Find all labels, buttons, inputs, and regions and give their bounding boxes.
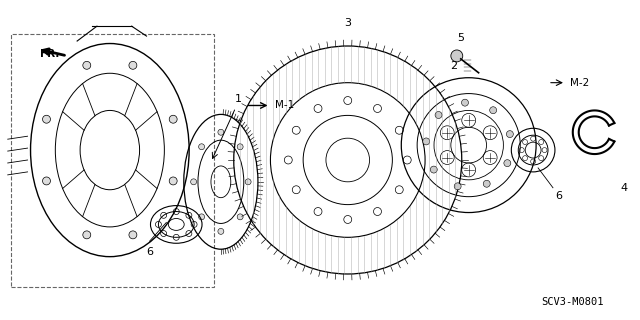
Circle shape: [490, 107, 497, 114]
Circle shape: [191, 179, 196, 185]
Text: M-1: M-1: [275, 100, 294, 110]
Circle shape: [344, 97, 352, 105]
Circle shape: [461, 99, 468, 106]
Circle shape: [344, 215, 352, 223]
Text: 6: 6: [555, 191, 562, 201]
Circle shape: [237, 214, 243, 220]
Circle shape: [129, 231, 137, 239]
Circle shape: [430, 166, 437, 173]
Circle shape: [237, 144, 243, 150]
Circle shape: [504, 160, 511, 167]
Circle shape: [292, 186, 300, 194]
Circle shape: [169, 177, 177, 185]
Circle shape: [454, 183, 461, 190]
Circle shape: [483, 180, 490, 187]
Text: 1: 1: [236, 94, 242, 105]
Circle shape: [83, 231, 91, 239]
Circle shape: [374, 208, 381, 215]
Circle shape: [218, 129, 224, 135]
Circle shape: [423, 138, 429, 145]
Text: M-2: M-2: [570, 78, 589, 88]
Circle shape: [314, 105, 322, 112]
Text: 2: 2: [451, 61, 458, 71]
Circle shape: [396, 186, 403, 194]
Circle shape: [403, 156, 412, 164]
Text: 6: 6: [146, 247, 153, 257]
Circle shape: [374, 105, 381, 112]
Circle shape: [198, 214, 205, 220]
Circle shape: [169, 115, 177, 123]
Circle shape: [129, 61, 137, 69]
Circle shape: [451, 50, 463, 62]
Circle shape: [245, 179, 251, 185]
Circle shape: [396, 126, 403, 134]
Circle shape: [284, 156, 292, 164]
Text: 5: 5: [457, 33, 464, 43]
Circle shape: [292, 126, 300, 134]
Circle shape: [218, 228, 224, 234]
Text: FR.: FR.: [40, 49, 60, 59]
Text: SCV3-M0801: SCV3-M0801: [541, 297, 604, 307]
Circle shape: [42, 177, 51, 185]
Circle shape: [314, 208, 322, 215]
Circle shape: [83, 61, 91, 69]
Text: 4: 4: [620, 183, 627, 193]
Circle shape: [506, 131, 513, 138]
Circle shape: [435, 111, 442, 118]
Text: 3: 3: [344, 18, 351, 28]
Circle shape: [198, 144, 205, 150]
Circle shape: [42, 115, 51, 123]
